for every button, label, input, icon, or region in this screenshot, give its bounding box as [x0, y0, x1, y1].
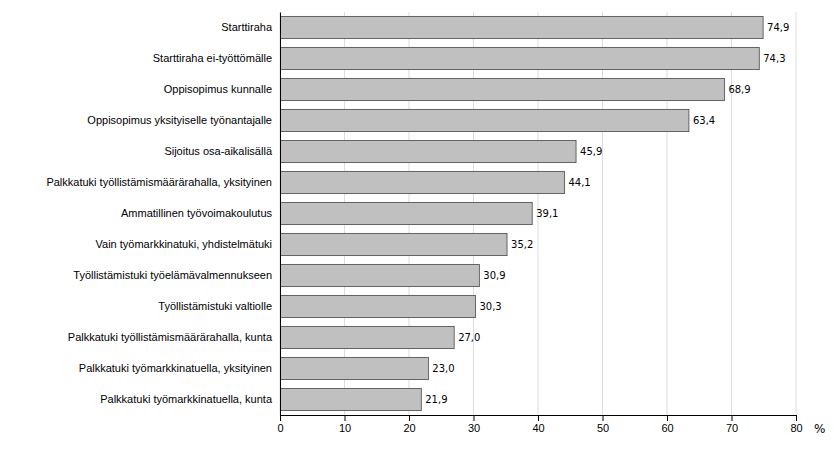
bar — [280, 357, 428, 379]
x-tick-mark — [796, 415, 797, 421]
grid-line — [602, 12, 603, 415]
y-tick: Työllistämistuki työelämävalmennukseen — [73, 269, 272, 281]
y-tick-label: Työllistämistuki valtiolle — [158, 300, 272, 312]
y-tick-label: Palkkatuki työllistämismäärärahalla, kun… — [68, 331, 273, 343]
y-tick: Sijoitus osa-aikalisällä — [164, 145, 272, 157]
data-label: 23,0 — [432, 363, 454, 374]
y-tick-label: Oppisopimus yksityiselle työnantajalle — [87, 114, 272, 126]
y-tick-label: Starttiraha ei-työttömälle — [153, 52, 272, 64]
data-label: 45,9 — [580, 146, 602, 157]
y-tick: Starttiraha ei-työttömälle — [153, 52, 272, 64]
x-tick: 50 — [597, 415, 609, 434]
x-axis: 0 10 20 30 40 50 60 70 80 — [277, 415, 802, 434]
grid-line — [667, 12, 668, 415]
bar — [280, 326, 454, 348]
grid-line — [731, 12, 732, 415]
y-tick-label: Sijoitus osa-aikalisällä — [164, 145, 272, 157]
x-tick-label: 50 — [597, 422, 609, 434]
y-tick: Palkkatuki työmarkkinatuella, kunta — [100, 393, 273, 405]
data-label: 39,1 — [536, 208, 558, 219]
x-tick-label: 10 — [339, 422, 351, 434]
x-tick-mark — [538, 415, 539, 421]
y-tick-label: Starttiraha — [221, 21, 273, 33]
x-tick-label: 20 — [403, 422, 415, 434]
data-label: 74,3 — [763, 53, 785, 64]
x-tick: 40 — [532, 415, 544, 434]
bar — [280, 233, 507, 255]
data-label: 27,0 — [458, 332, 480, 343]
chart-svg: 01020304050607080StarttirahaStarttiraha … — [0, 0, 836, 455]
data-label: 68,9 — [728, 84, 750, 95]
data-label: 30,3 — [479, 301, 501, 312]
chart-container: 01020304050607080StarttirahaStarttiraha … — [0, 0, 836, 455]
y-tick: Palkkatuki työllistämismäärärahalla, yks… — [46, 176, 272, 188]
x-tick: 10 — [339, 415, 351, 434]
data-label: 35,2 — [511, 239, 533, 250]
x-tick-label: 80 — [790, 422, 802, 434]
y-tick-label: Vain työmarkkinatuki, yhdistelmätuki — [96, 238, 272, 250]
grid-line — [796, 12, 797, 415]
bar — [280, 78, 724, 100]
y-tick: Starttiraha — [221, 21, 273, 33]
y-tick: Työllistämistuki valtiolle — [158, 300, 272, 312]
x-tick-label: 60 — [661, 422, 673, 434]
x-tick-mark — [345, 415, 346, 421]
data-labels: 74,9 74,3 68,9 63,4 45,9 44,1 39,1 35,2 30,9 30,3… — [425, 22, 789, 405]
x-axis-title: % — [814, 422, 825, 436]
data-label: 21,9 — [425, 394, 447, 405]
data-label: 74,9 — [767, 22, 789, 33]
data-label: 30,9 — [483, 270, 505, 281]
x-tick-mark — [474, 415, 475, 421]
bar — [280, 140, 576, 162]
x-tick: 20 — [403, 415, 415, 434]
y-tick-label: Palkkatuki työmarkkinatuella, yksityinen — [79, 362, 272, 374]
bar — [280, 264, 479, 286]
x-tick-label: 40 — [532, 422, 544, 434]
bar — [280, 388, 421, 410]
bar — [280, 47, 759, 69]
x-tick-label: 30 — [468, 422, 480, 434]
x-tick: 70 — [726, 415, 738, 434]
grid — [280, 12, 796, 415]
y-tick: Ammatillinen työvoimakoulutus — [121, 207, 273, 219]
y-tick-label: Ammatillinen työvoimakoulutus — [121, 207, 273, 219]
y-tick: Palkkatuki työllistämismäärärahalla, kun… — [68, 331, 273, 343]
x-axis-line — [281, 416, 797, 422]
x-tick: 0 — [277, 415, 283, 434]
y-tick: Oppisopimus yksityiselle työnantajalle — [87, 114, 272, 126]
y-tick: Palkkatuki työmarkkinatuella, yksityinen — [79, 362, 272, 374]
bars — [280, 16, 763, 410]
y-tick: Oppisopimus kunnalle — [164, 83, 272, 95]
y-tick-label: Työllistämistuki työelämävalmennukseen — [73, 269, 272, 281]
x-tick-mark — [667, 415, 668, 421]
bar — [280, 16, 763, 38]
y-tick: Vain työmarkkinatuki, yhdistelmätuki — [96, 238, 272, 250]
y-tick-label: Palkkatuki työmarkkinatuella, kunta — [100, 393, 273, 405]
y-tick-label: Oppisopimus kunnalle — [164, 83, 272, 95]
grid-line — [280, 12, 281, 415]
bar — [280, 171, 564, 193]
x-tick-mark — [409, 415, 410, 421]
x-tick-mark — [280, 415, 281, 421]
bar — [280, 202, 532, 224]
x-tick-label: 70 — [726, 422, 738, 434]
plot: 01020304050607080StarttirahaStarttiraha … — [46, 12, 825, 436]
data-label: 63,4 — [693, 115, 715, 126]
y-axis-line — [280, 13, 281, 416]
x-tick-mark — [603, 415, 604, 421]
bar — [280, 295, 475, 317]
y-axis: Starttiraha Starttiraha ei-työttömälle Opp… — [46, 13, 280, 416]
data-label: 44,1 — [568, 177, 590, 188]
bar — [280, 109, 689, 131]
x-tick-label: 0 — [277, 422, 283, 434]
x-tick-mark — [732, 415, 733, 421]
x-tick: 30 — [468, 415, 480, 434]
y-tick-label: Palkkatuki työllistämismäärärahalla, yks… — [46, 176, 272, 188]
x-tick: 80 — [790, 415, 802, 434]
x-tick: 60 — [661, 415, 673, 434]
